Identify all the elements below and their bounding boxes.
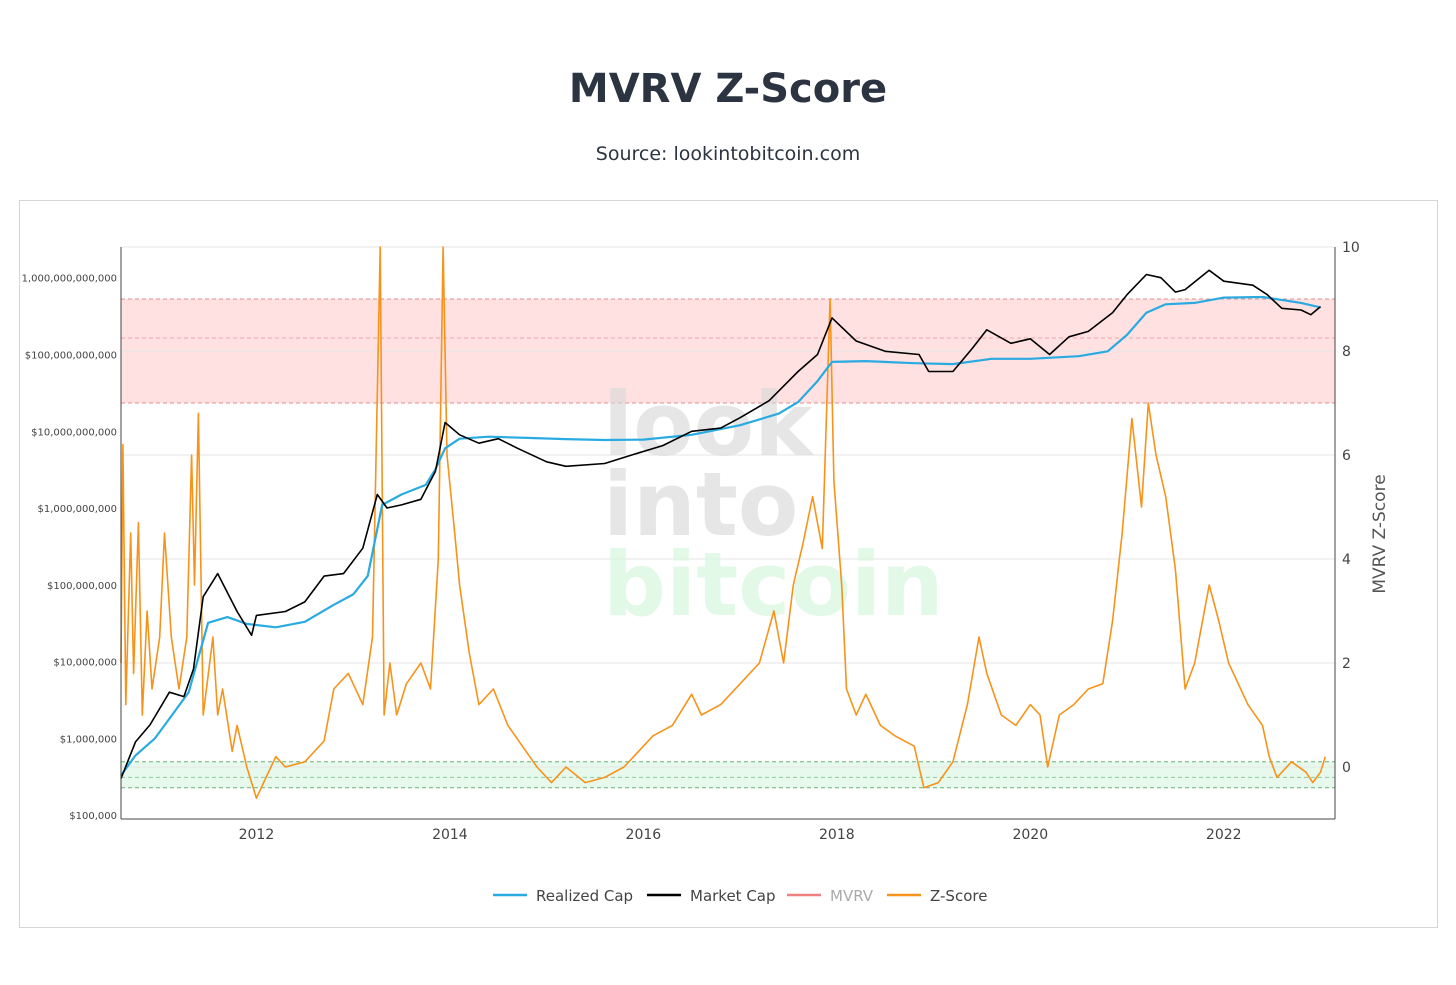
legend-item-realized-cap[interactable]: Realized Cap [493,887,633,905]
gridlines [121,246,1335,768]
watermark-bitcoin: bitcoin [603,533,944,636]
page-title: MVRV Z-Score [568,66,888,112]
legend-label: Realized Cap [536,887,633,905]
axes-layer: 1,000,000,000,000 $100,000,000,000 $10,000… [22,240,1360,843]
series-layer [120,246,1327,799]
right-tick-label: 10 [1342,240,1360,256]
left-tick-label: $1,000,000 [60,734,117,745]
watermark-into: into [603,453,798,556]
left-tick-label: $100,000,000,000 [25,350,117,361]
right-tick-label: 2 [1342,656,1351,672]
x-tick-label: 2012 [239,827,275,843]
mvrv-zscore-chart: look into bitcoin 1,000,000,000,000 $100,… [22,240,1390,905]
page-subtitle: Source: lookintobitcoin.com [595,143,861,165]
legend-label: Market Cap [690,887,776,905]
left-tick-label: $100,000 [69,811,117,822]
right-tick-label: 6 [1342,448,1351,464]
left-tick-label: $10,000,000 [53,658,117,669]
series-z-score [120,246,1327,799]
x-tick-label: 2020 [1012,827,1048,843]
right-tick-label: 8 [1342,344,1351,360]
legend-label: MVRV [830,887,874,905]
left-tick-label: $1,000,000,000 [37,504,117,515]
series-realized-cap [120,295,1321,777]
x-tick-label: 2022 [1206,827,1242,843]
right-tick-label: 4 [1342,552,1351,568]
watermark: look into bitcoin [603,373,944,636]
legend-label: Z-Score [930,887,987,905]
legend-item-z-score[interactable]: Z-Score [887,887,987,905]
legend-item-mvrv[interactable]: MVRV [787,887,874,905]
legend-item-market-cap[interactable]: Market Cap [647,887,776,905]
x-tick-label: 2016 [626,827,662,843]
legend: Realized Cap Market Cap MVRV Z-Score [493,887,987,905]
x-tick-label: 2014 [432,827,468,843]
left-tick-label: $100,000,000 [47,581,117,592]
chart-frame: look into bitcoin 1,000,000,000,000 $100,… [19,200,1438,928]
series-market-cap [120,269,1322,779]
x-tick-label: 2018 [819,827,855,843]
right-axis-title: MVRV Z-Score [1370,474,1390,593]
left-tick-label: 1,000,000,000,000 [22,274,117,285]
left-tick-label: $10,000,000,000 [31,427,117,438]
band-undervalued [121,761,1335,788]
right-tick-label: 0 [1342,760,1351,776]
